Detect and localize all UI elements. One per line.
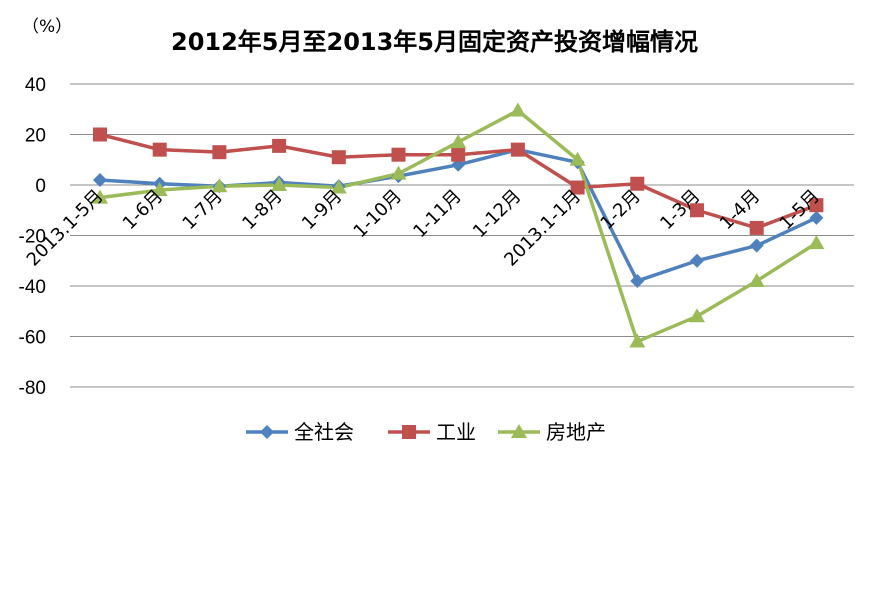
data-point-triangle bbox=[330, 179, 347, 194]
legend-marker-triangle bbox=[511, 424, 527, 438]
data-point-square bbox=[152, 142, 167, 157]
data-point-triangle bbox=[271, 177, 288, 191]
data-point-square bbox=[690, 203, 704, 218]
data-point-square bbox=[272, 138, 287, 153]
data-point-triangle bbox=[450, 134, 467, 149]
data-point-square bbox=[391, 147, 406, 162]
y-tick-label: -20 bbox=[19, 227, 46, 248]
data-point-triangle bbox=[151, 182, 168, 197]
data-point-triangle bbox=[629, 333, 646, 348]
gridlines bbox=[70, 83, 854, 388]
chart-title: 2012年5月至2013年5月固定资产投资增幅情况 bbox=[171, 28, 698, 56]
data-point-triangle bbox=[689, 308, 705, 323]
x-tick-label: 1-8月 bbox=[238, 186, 286, 234]
data-point-triangle bbox=[748, 272, 765, 287]
y-tick-label: 20 bbox=[25, 126, 46, 147]
y-tick-label: -60 bbox=[19, 328, 46, 349]
x-tick-label: 1-11月 bbox=[409, 186, 465, 242]
data-point-diamond bbox=[630, 273, 645, 288]
data-point-square bbox=[212, 145, 227, 160]
y-tick-label: -80 bbox=[19, 378, 46, 399]
legend-label: 工业 bbox=[436, 420, 476, 444]
data-point-square bbox=[510, 142, 525, 157]
data-point-triangle bbox=[509, 102, 526, 117]
y-tick-label: 0 bbox=[35, 176, 46, 197]
data-point-triangle bbox=[92, 189, 108, 204]
x-tick-label: 1-12月 bbox=[469, 186, 525, 242]
data-point-square bbox=[749, 220, 764, 235]
data-point-triangle bbox=[211, 178, 228, 193]
y-tick-label: -40 bbox=[19, 277, 46, 298]
legend-marker-diamond bbox=[260, 425, 274, 439]
data-point-triangle bbox=[808, 235, 825, 250]
y-axis-ticks: 40 20 0 -20 -40 -60 -80 bbox=[19, 75, 46, 399]
x-tick-label: 1-10月 bbox=[350, 186, 406, 242]
data-point-triangle bbox=[569, 151, 586, 166]
legend-entry: 房地产 bbox=[498, 420, 606, 444]
legend-entry: 工业 bbox=[388, 420, 476, 444]
data-point-diamond bbox=[93, 172, 107, 187]
data-point-square bbox=[809, 198, 824, 213]
legend: 全社会 工业 房地产 bbox=[246, 420, 606, 444]
legend-label: 全社会 bbox=[294, 420, 354, 444]
legend-entry: 全社会 bbox=[246, 420, 354, 444]
data-point-diamond bbox=[690, 253, 704, 268]
data-point-square bbox=[93, 127, 107, 142]
legend-marker-square bbox=[402, 425, 416, 439]
y-tick-label: 40 bbox=[25, 75, 46, 96]
data-point-diamond bbox=[749, 238, 764, 253]
x-tick-label: 1-2月 bbox=[596, 186, 644, 234]
data-point-square bbox=[451, 147, 466, 162]
legend-label: 房地产 bbox=[546, 420, 606, 444]
data-point-square bbox=[570, 180, 585, 195]
data-point-square bbox=[630, 176, 645, 191]
data-point-diamond bbox=[809, 210, 824, 225]
unit-label: （%） bbox=[22, 17, 73, 37]
series-markers bbox=[92, 102, 825, 348]
data-point-square bbox=[331, 150, 346, 165]
data-point-triangle bbox=[390, 165, 407, 180]
